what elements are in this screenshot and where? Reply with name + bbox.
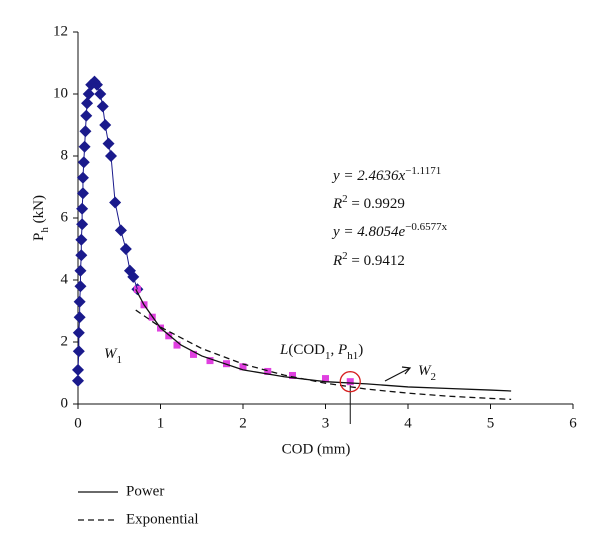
legend-label: Power	[126, 483, 164, 499]
annotation: y = 4.8054e−0.6577x	[331, 221, 448, 241]
annotation: L(COD1, Ph1)	[279, 342, 363, 361]
annotation-part: 2	[342, 193, 348, 205]
annotation-part: L	[279, 342, 288, 358]
y-axis-label-part: h	[39, 227, 51, 233]
w2-arrow-head	[401, 366, 412, 375]
annotation: y = 2.4636x−1.1171	[331, 165, 441, 185]
annotation-part: −1.1171	[405, 165, 441, 177]
legend-label: Exponential	[126, 511, 198, 527]
annotation-part: (COD	[288, 342, 325, 358]
y-tick-label: 8	[61, 147, 69, 163]
y-tick-label: 12	[53, 23, 68, 39]
square-point	[264, 367, 272, 375]
annotation-part: W	[104, 346, 118, 362]
y-tick-label: 0	[61, 395, 69, 411]
square-point	[165, 332, 173, 340]
annotation-part: h1	[347, 350, 358, 362]
annotation: W1	[104, 346, 122, 365]
annotation: R2 = 0.9412	[332, 250, 405, 270]
y-axis-label-part: (kN)	[31, 195, 47, 227]
x-tick-label: 4	[404, 415, 412, 431]
square-point	[239, 363, 247, 371]
annotation-part: 1	[117, 354, 123, 366]
annotation-part: 1	[325, 350, 331, 362]
highlight-circle	[339, 371, 361, 393]
y-tick-label: 6	[61, 209, 69, 225]
square-point	[289, 371, 296, 379]
square-point	[322, 375, 329, 383]
fit-line	[135, 309, 512, 400]
annotation-part: W	[418, 363, 432, 379]
annotation: R2 = 0.9929	[332, 193, 405, 213]
square-point	[346, 378, 354, 386]
square-point	[173, 341, 181, 349]
annotation-part: = 0.9412	[348, 253, 405, 269]
x-tick-label: 3	[322, 415, 330, 431]
x-tick-label: 0	[74, 415, 82, 431]
annotation-part: y = 2.4636x	[331, 168, 406, 184]
square-point	[190, 350, 197, 358]
annotation-part: P	[337, 342, 347, 358]
annotation-part: 2	[342, 250, 348, 262]
w2-arrow	[384, 367, 411, 382]
annotation-part: R	[332, 196, 342, 212]
y-axis-label: Ph (kN)	[31, 195, 50, 241]
fit-line	[135, 288, 512, 392]
y-tick-label: 10	[53, 85, 68, 101]
x-tick-label: 5	[487, 415, 495, 431]
y-axis-label-part: P	[31, 233, 47, 241]
annotation-part: 2	[431, 371, 437, 383]
annotation-part: R	[332, 253, 342, 269]
annotation-part: )	[358, 342, 363, 358]
annotation-part: = 0.9929	[348, 196, 405, 212]
annotation: W2	[418, 363, 436, 382]
annotation-part: y = 4.8054e	[331, 224, 406, 240]
data-line	[77, 80, 138, 381]
y-tick-label: 4	[61, 271, 69, 287]
y-tick-label: 2	[61, 333, 69, 349]
x-tick-label: 6	[569, 415, 577, 431]
x-axis-label: COD (mm)	[282, 441, 351, 457]
annotation-part: −0.6577x	[405, 221, 447, 233]
x-tick-label: 1	[157, 415, 165, 431]
square-point	[206, 357, 214, 365]
x-tick-label: 2	[239, 415, 247, 431]
annotation-part: ,	[331, 342, 339, 358]
